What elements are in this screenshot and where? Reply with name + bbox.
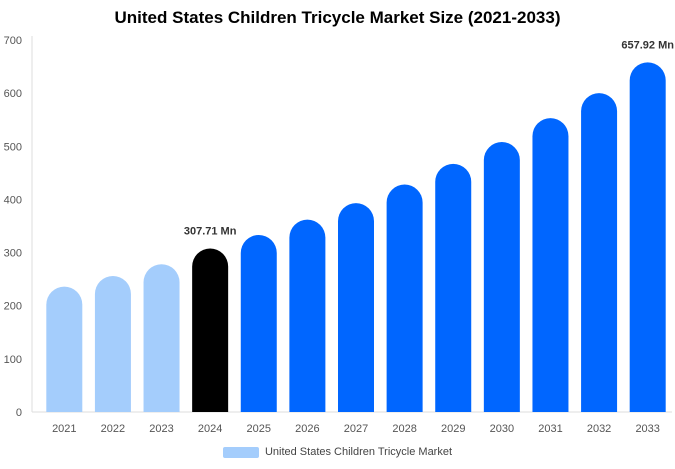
bar-2030 <box>483 142 520 412</box>
x-tick-label: 2028 <box>392 423 416 435</box>
x-tick-label: 2033 <box>635 423 659 435</box>
bar-2023 <box>143 264 180 412</box>
legend: United States Children Tricycle Market <box>0 446 675 458</box>
x-tick-label: 2032 <box>587 423 611 435</box>
bar-2025 <box>240 235 277 412</box>
bar-2032 <box>581 93 618 413</box>
y-tick-label: 300 <box>4 248 22 260</box>
x-tick-label: 2024 <box>198 423 222 435</box>
bar-2029 <box>435 163 472 412</box>
y-tick-label: 600 <box>4 88 22 100</box>
bar-2033 <box>629 62 666 412</box>
y-tick-label: 100 <box>4 354 22 366</box>
legend-label: United States Children Tricycle Market <box>264 446 453 459</box>
y-tick-label: 200 <box>4 301 22 313</box>
chart-title: United States Children Tricycle Market S… <box>114 8 561 27</box>
x-tick-label: 2027 <box>344 423 368 435</box>
y-tick-label: 400 <box>4 194 22 206</box>
bar-2021 <box>46 286 83 412</box>
data-label-2024: 307.71 Mn <box>184 225 237 237</box>
bar-2028 <box>386 184 423 412</box>
bar-2022 <box>94 275 131 412</box>
bar-2027 <box>338 203 374 412</box>
bar-2031 <box>532 118 569 412</box>
legend-swatch <box>222 446 259 458</box>
x-tick-label: 2031 <box>538 423 562 435</box>
x-tick-label: 2023 <box>149 423 173 435</box>
y-tick-label: 500 <box>4 141 22 153</box>
x-tick-label: 2029 <box>441 423 465 435</box>
x-tick-label: 2025 <box>247 423 271 435</box>
y-tick-label: 700 <box>4 35 22 47</box>
bar-2026 <box>289 219 326 412</box>
data-label-2033: 657.92 Mn <box>621 39 674 51</box>
x-tick-label: 2021 <box>52 423 76 435</box>
x-tick-label: 2030 <box>490 423 514 435</box>
y-tick-label: 0 <box>16 407 22 419</box>
bar-2024 <box>192 248 229 412</box>
x-tick-label: 2026 <box>295 423 319 435</box>
x-tick-label: 2022 <box>101 423 125 435</box>
